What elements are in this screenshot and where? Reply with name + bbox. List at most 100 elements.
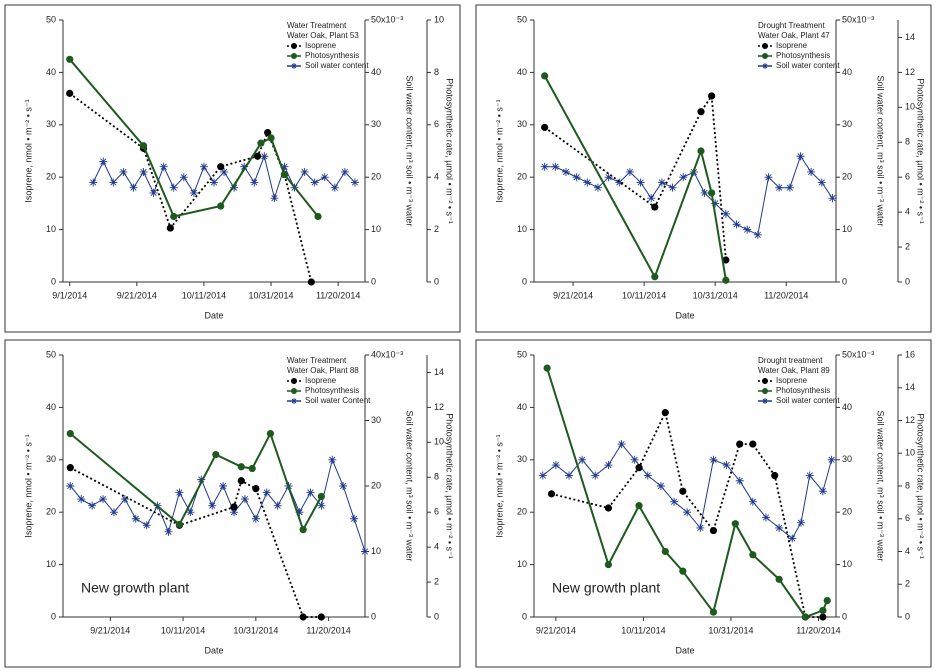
point-marker bbox=[280, 170, 289, 179]
soil-marker bbox=[636, 178, 645, 187]
x-tick-label: 9/21/2014 bbox=[117, 290, 157, 300]
soil-marker bbox=[578, 455, 587, 464]
soil-marker bbox=[120, 495, 129, 504]
soil-marker bbox=[683, 508, 692, 517]
x-tick-label: 11/20/2014 bbox=[764, 290, 808, 300]
y3-tick-label: 14 bbox=[905, 382, 915, 392]
soil-marker bbox=[796, 518, 805, 527]
point-marker bbox=[749, 440, 757, 448]
panel-frame bbox=[475, 4, 932, 333]
point-marker bbox=[708, 92, 716, 100]
soil-marker bbox=[785, 183, 794, 192]
point-marker bbox=[264, 129, 272, 137]
panel-frame bbox=[4, 4, 461, 333]
point-marker bbox=[604, 504, 613, 512]
soil-marker bbox=[807, 167, 816, 176]
soil-marker bbox=[551, 162, 560, 171]
soil-marker bbox=[99, 157, 108, 166]
soil-marker bbox=[572, 173, 581, 182]
point-marker bbox=[722, 256, 730, 264]
soil-marker bbox=[66, 482, 75, 490]
soil-marker bbox=[199, 162, 208, 171]
y-tick-label: 0 bbox=[522, 276, 527, 286]
legend-title: Water Oak, Plant 89 bbox=[758, 366, 830, 375]
soil-marker bbox=[748, 497, 757, 506]
y3-tick-label: 12 bbox=[905, 415, 915, 425]
y-axis-title: Isoprene, nmol • m⁻² • s⁻¹ bbox=[23, 99, 33, 202]
point-marker bbox=[267, 134, 275, 142]
y2-tick-label: 20 bbox=[371, 480, 381, 490]
soil-marker bbox=[77, 495, 86, 504]
legend-label: Soil water content bbox=[305, 61, 369, 70]
x-axis-title: Date bbox=[675, 310, 694, 320]
y2-tick-label: 50x10⁻³ bbox=[842, 349, 874, 359]
soil-marker bbox=[565, 471, 574, 480]
y3-tick-label: 0 bbox=[434, 276, 439, 286]
y2-tick-label: 20 bbox=[842, 507, 852, 517]
panel: 9/21/2014 10/11/2014 10/31/2014 11/20/20140… bbox=[475, 339, 932, 668]
series-line bbox=[551, 409, 823, 618]
point-marker bbox=[661, 409, 669, 417]
soil-marker bbox=[273, 501, 282, 510]
point-marker bbox=[248, 464, 256, 473]
soil-marker bbox=[139, 167, 148, 176]
soil-marker bbox=[711, 199, 720, 208]
y2-tick-label: 10 bbox=[371, 546, 381, 556]
legend-title: Water Oak, Plant 47 bbox=[758, 31, 830, 40]
y-tick-label: 10 bbox=[46, 559, 56, 569]
legend-marker bbox=[762, 398, 768, 404]
y3-tick-label: 16 bbox=[905, 349, 915, 359]
soil-marker bbox=[775, 523, 784, 532]
y3-tick-label: 4 bbox=[905, 546, 910, 556]
y-tick-label: 40 bbox=[517, 67, 527, 77]
y3-tick-label: 10 bbox=[905, 448, 915, 458]
soil-marker bbox=[208, 501, 217, 510]
soil-marker bbox=[262, 488, 271, 497]
y-tick-label: 30 bbox=[46, 454, 56, 464]
panel: 9/21/2014 10/11/2014 10/31/2014 11/20/20140… bbox=[4, 339, 461, 668]
x-axis-title: Date bbox=[204, 645, 223, 655]
point-marker bbox=[708, 189, 716, 197]
y3-tick-label: 0 bbox=[905, 611, 910, 621]
point-marker bbox=[66, 430, 74, 438]
legend-label: Soil water content bbox=[776, 396, 840, 405]
y3-tick-label: 0 bbox=[434, 611, 439, 621]
soil-marker bbox=[540, 162, 549, 171]
y2-tick-label: 50x10⁻³ bbox=[371, 14, 403, 24]
point-marker bbox=[212, 450, 220, 459]
soil-marker bbox=[722, 461, 731, 470]
point-marker bbox=[230, 503, 238, 511]
point-marker bbox=[541, 72, 549, 80]
soil-marker bbox=[668, 183, 677, 192]
point-marker bbox=[731, 520, 739, 528]
soil-marker bbox=[617, 440, 626, 449]
point-marker bbox=[66, 464, 74, 472]
y-tick-label: 30 bbox=[46, 119, 56, 129]
series-line bbox=[69, 431, 323, 533]
soil-marker bbox=[99, 495, 108, 504]
y3-tick-label: 2 bbox=[905, 579, 910, 589]
soil-marker bbox=[149, 188, 158, 197]
y3-axis-title: Photosynthetic rate, µmol • m⁻² • s⁻¹ bbox=[916, 413, 926, 559]
soil-marker bbox=[630, 455, 639, 464]
soil-marker bbox=[109, 178, 118, 187]
y2-tick-label: 0 bbox=[842, 611, 847, 621]
y-tick-label: 20 bbox=[517, 172, 527, 182]
point-marker bbox=[541, 123, 549, 132]
soil-marker bbox=[657, 178, 666, 187]
soil-marker bbox=[775, 183, 784, 192]
point-marker bbox=[819, 606, 827, 615]
y2-tick-label: 30 bbox=[371, 415, 381, 425]
soil-marker bbox=[88, 501, 97, 510]
y-tick-label: 10 bbox=[517, 224, 527, 234]
point-marker bbox=[66, 55, 74, 63]
soil-marker bbox=[310, 178, 319, 187]
point-marker bbox=[252, 485, 260, 493]
point-marker bbox=[299, 613, 307, 621]
point-marker bbox=[823, 597, 831, 605]
legend-label: Photosynthesis bbox=[776, 386, 830, 395]
legend-title: Water Treatment bbox=[287, 356, 347, 365]
panel-frame bbox=[475, 339, 932, 668]
soil-marker bbox=[656, 482, 665, 490]
